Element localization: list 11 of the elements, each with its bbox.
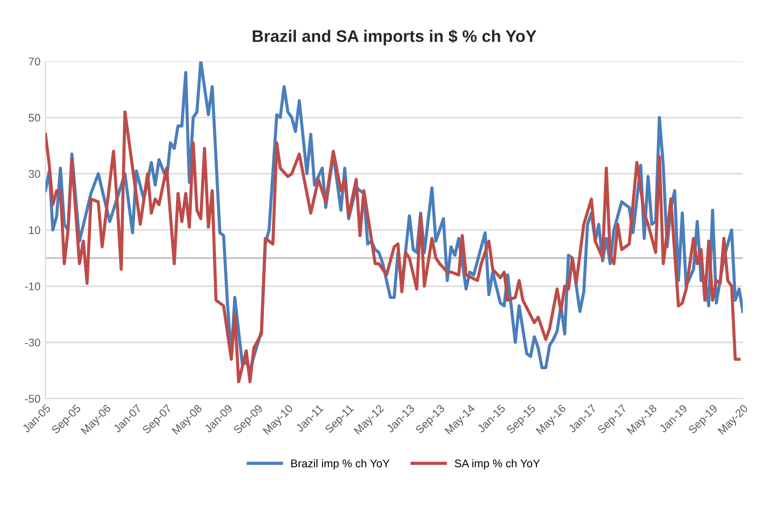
legend-label: Brazil imp % ch YoY xyxy=(291,459,390,470)
y-tick-label: -50 xyxy=(25,394,40,403)
chart-title: Brazil and SA imports in $ % ch YoY xyxy=(252,30,536,46)
y-tick-label: -30 xyxy=(25,338,40,347)
legend-label: SA imp % ch YoY xyxy=(454,459,540,470)
y-tick-label: 50 xyxy=(28,114,40,122)
y-tick-label: 10 xyxy=(29,226,40,234)
y-tick-label: 30 xyxy=(28,170,40,178)
y-tick-label: -10 xyxy=(25,282,40,290)
y-tick-label: 70 xyxy=(28,58,40,66)
line-series xyxy=(45,110,741,384)
